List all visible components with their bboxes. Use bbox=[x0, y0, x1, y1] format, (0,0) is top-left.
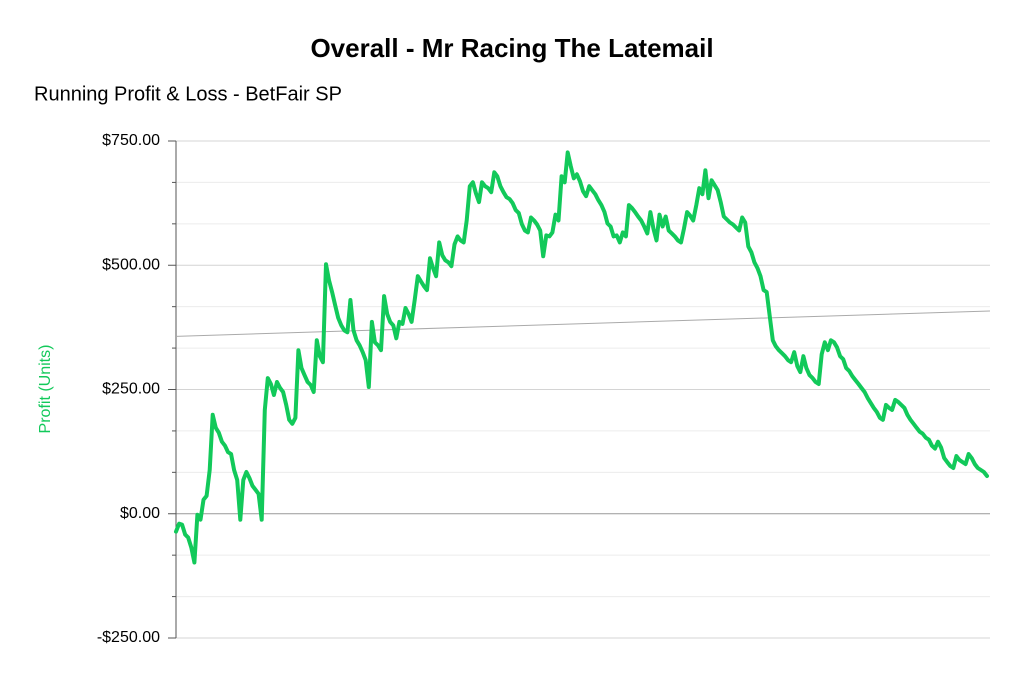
y-axis-label: Profit (Units) bbox=[37, 345, 54, 434]
y-tick-label: $0.00 bbox=[120, 505, 160, 522]
y-tick-label: -$250.00 bbox=[97, 629, 160, 646]
chart-title: Overall - Mr Racing The Latemail bbox=[310, 33, 713, 63]
chart-subtitle: Running Profit & Loss - BetFair SP bbox=[34, 83, 342, 105]
y-tick-label: $750.00 bbox=[102, 132, 160, 149]
data-line bbox=[174, 150, 989, 565]
y-tick-label: $250.00 bbox=[102, 381, 160, 398]
trendline bbox=[175, 310, 991, 337]
y-tick-label: $500.00 bbox=[102, 256, 160, 273]
